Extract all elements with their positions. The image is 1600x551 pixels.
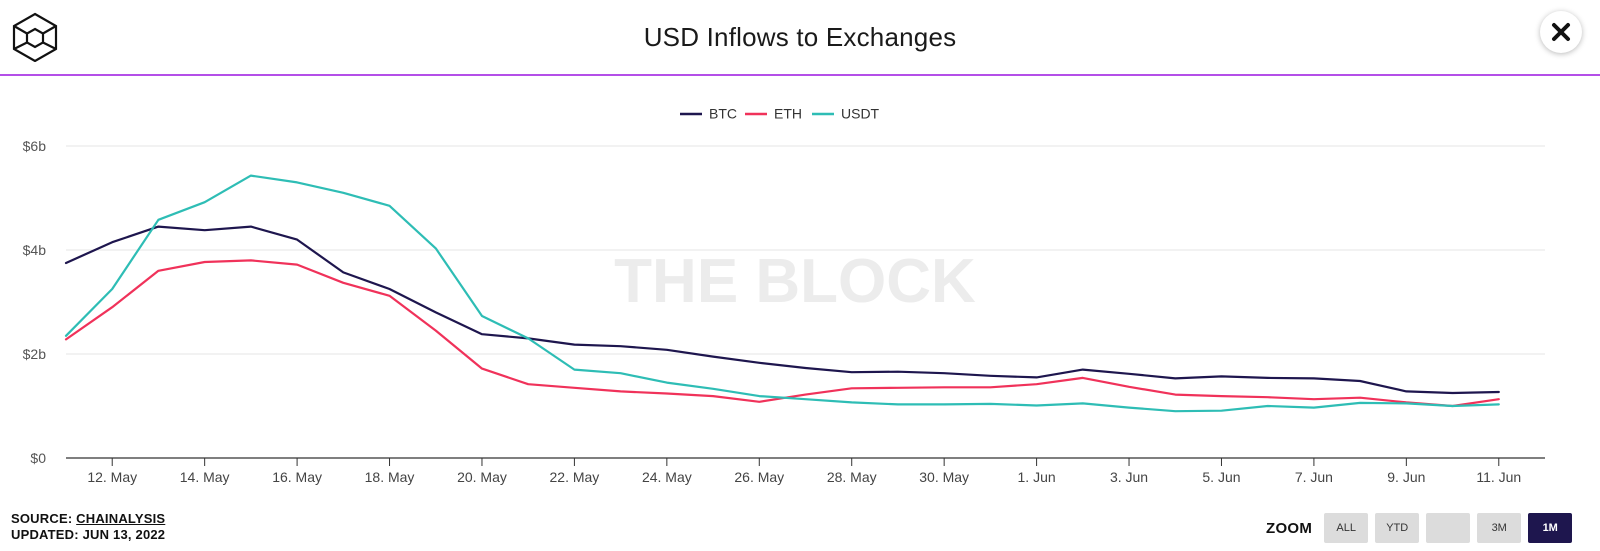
source-prefix: SOURCE: — [11, 511, 77, 526]
the-block-logo-icon[interactable] — [10, 12, 60, 62]
zoom-ytd-button[interactable]: YTD — [1375, 513, 1420, 543]
x-tick-label: 26. May — [734, 469, 784, 485]
x-tick-label: 1. Jun — [1018, 469, 1056, 485]
close-icon — [1552, 23, 1570, 41]
y-tick-label: $4b — [23, 242, 47, 258]
x-tick-label: 16. May — [272, 469, 322, 485]
series-line-btc[interactable] — [64, 225, 1500, 395]
series-line-usdt[interactable] — [64, 174, 1500, 413]
zoom-all-button[interactable]: ALL — [1324, 513, 1369, 543]
x-tick-label: 14. May — [180, 469, 230, 485]
line-chart: THE BLOCK $0 $2b $4b $6b 12. May 14. May 16. … — [23, 106, 1545, 485]
series-lines — [64, 174, 1500, 413]
zoom-label: ZOOM — [1266, 519, 1313, 537]
zoom-controls: ZOOM ALL YTD 3M 1M — [1266, 512, 1579, 544]
source-line: SOURCE: CHAINALYSIS — [11, 511, 165, 527]
source-note: SOURCE: CHAINALYSIS UPDATED: JUN 13, 202… — [11, 511, 165, 543]
x-tick-label: 18. May — [365, 469, 415, 485]
x-tick-label: 24. May — [642, 469, 692, 485]
x-tick-label: 9. Jun — [1387, 469, 1425, 485]
y-tick-label: $2b — [23, 346, 47, 362]
watermark-text: THE BLOCK — [614, 247, 976, 316]
x-tick-label: 30. May — [919, 469, 969, 485]
zoom-3m-button[interactable]: 3M — [1477, 513, 1522, 543]
x-tick-label: 20. May — [457, 469, 507, 485]
x-tick-label: 5. Jun — [1202, 469, 1240, 485]
legend-label-btc[interactable]: BTC — [709, 106, 737, 122]
legend-label-usdt[interactable]: USDT — [841, 106, 880, 122]
zoom-1m-button[interactable]: 1M — [1528, 513, 1573, 543]
x-axis-ticks: 12. May 14. May 16. May 18. May 20. May 22. M… — [87, 458, 1521, 485]
close-button[interactable] — [1540, 11, 1582, 53]
y-tick-label: $0 — [30, 450, 46, 466]
x-tick-label: 3. Jun — [1110, 469, 1148, 485]
zoom-blank-button[interactable] — [1426, 513, 1471, 543]
legend-label-eth[interactable]: ETH — [774, 106, 802, 122]
x-tick-label: 28. May — [827, 469, 877, 485]
y-axis-ticks: $0 $2b $4b $6b — [23, 138, 47, 466]
header-bar: USD Inflows to Exchanges — [0, 0, 1600, 76]
y-tick-label: $6b — [23, 138, 47, 154]
page-title: USD Inflows to Exchanges — [643, 22, 957, 52]
updated-date: UPDATED: JUN 13, 2022 — [11, 527, 166, 542]
x-tick-label: 12. May — [87, 469, 137, 485]
x-tick-label: 7. Jun — [1295, 469, 1333, 485]
legend: BTC ETH USDT — [680, 106, 880, 122]
x-tick-label: 11. Jun — [1476, 469, 1521, 485]
x-tick-label: 22. May — [550, 469, 600, 485]
source-link[interactable]: CHAINALYSIS — [76, 511, 166, 526]
